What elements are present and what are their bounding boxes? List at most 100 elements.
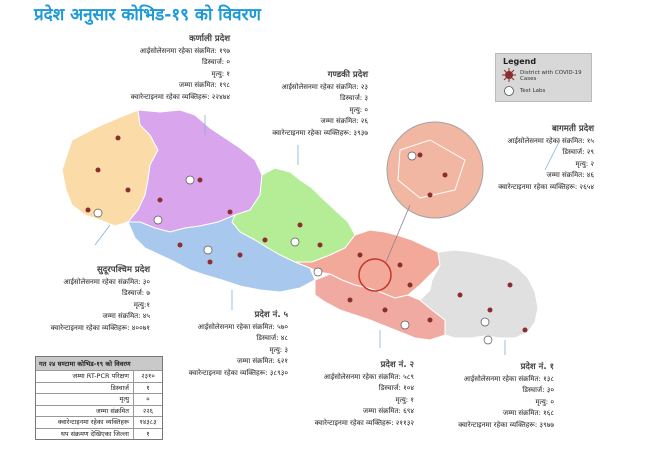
isolation-count: आईसोलेसनमा रहेका संक्रमित: ५७० xyxy=(197,322,288,331)
case-marker-icon xyxy=(522,327,528,333)
quarantine-count: क्वारेन्टाइनमा रहेका व्यक्तिहरू: २२४७४ xyxy=(130,92,230,101)
deaths-count: मृत्यु:१ xyxy=(133,300,150,309)
discharged-count: डिस्चार्ज: १०४ xyxy=(378,384,414,392)
case-marker-icon xyxy=(297,222,303,228)
isolation-count: आईसोलेसनमा रहेका संक्रमित: २३ xyxy=(281,82,368,91)
legend: Legend District with COVID-19 Cases Test… xyxy=(495,53,592,102)
quarantine-count: क्वारेन्टाइनमा रहेका व्यक्तिहरू: २११३२ xyxy=(314,418,414,427)
case-marker-icon xyxy=(197,177,203,183)
table-row-label: थप संक्रमण देखिएका जिल्ला xyxy=(36,428,134,439)
isolation-count: आईसोलेसनमा रहेका संक्रमित: ३० xyxy=(63,277,150,286)
stats-gandaki: गण्डकी प्रदेश आईसोलेसनमा रहेका संक्रमित:… xyxy=(272,70,368,139)
total-count: जम्मा संक्रमित: ६९४ xyxy=(362,407,414,415)
lab-marker-icon xyxy=(290,237,300,247)
lab-marker-icon xyxy=(185,175,195,185)
zoom-inner-lines xyxy=(397,139,466,199)
discharged-count: डिस्चार्ज: ७ xyxy=(122,289,150,297)
zoom-circle xyxy=(386,121,484,219)
quarantine-count: क्वारेन्टाइनमा रहेका व्यक्तिहरू: ३९७७ xyxy=(458,420,554,429)
case-marker-icon xyxy=(157,197,163,203)
table-row-value: २२६ xyxy=(142,406,154,415)
discharged-count: डिस्चार्ज: ३० xyxy=(522,386,554,394)
deaths-count: मृत्यु: ० xyxy=(535,397,555,406)
case-marker-icon xyxy=(237,252,243,258)
discharged-count: डिस्चार्ज: ४८ xyxy=(256,334,288,342)
stats-karnali: कर्णाली प्रदेश आईसोलेसनमा रहेका संक्रमित… xyxy=(131,34,230,103)
table-row-value: २३१० xyxy=(141,372,155,380)
table-row-label: जम्मा संक्रमित xyxy=(36,405,134,416)
lab-marker-icon xyxy=(203,245,213,255)
table-row: क्वारेन्टाइनमा रहेका व्यक्तिहरू १४३८३ xyxy=(36,416,162,428)
case-marker-icon xyxy=(487,307,493,313)
zoom-focus-circle xyxy=(358,258,392,292)
isolation-count: आईसोलेसनमा रहेका संक्रमित: १९७ xyxy=(139,46,230,55)
case-marker-icon xyxy=(95,167,101,173)
table-row-label: जम्मा RT-PCR परिक्षण xyxy=(36,371,134,382)
province-name: कर्णाली प्रदेश xyxy=(189,34,230,44)
last-24h-table: गत २४ घण्टामा कोभिड-१९ को विवरण जम्मा RT… xyxy=(35,356,163,440)
case-marker-icon xyxy=(417,152,423,158)
deaths-count: मृत्यु: ० xyxy=(349,105,369,114)
table-row-label: मृत्यु xyxy=(36,394,134,405)
lab-marker-icon xyxy=(313,267,323,277)
total-count: जम्मा संक्रमित: ४५ xyxy=(102,312,150,320)
quarantine-count: क्वारेन्टाइनमा रहेका व्यक्तिहरू: ३८९३० xyxy=(188,368,288,377)
discharged-count: डिस्चार्ज: ३ xyxy=(340,94,368,102)
table-row-value: ० xyxy=(146,395,150,403)
table-row: जम्मा RT-PCR परिक्षण २३१० xyxy=(36,370,162,382)
case-marker-icon xyxy=(227,209,233,215)
table-row-value: १४३८३ xyxy=(139,418,157,426)
stats-province-1: प्रदेश नं. १ आईसोलेसनमा रहेका संक्रमित: … xyxy=(458,362,554,431)
case-marker-icon xyxy=(427,317,433,323)
deaths-count: मृत्यु: २ xyxy=(575,159,595,168)
isolation-count: आईसोलेसनमा रहेका संक्रमित: ५८९ xyxy=(323,372,414,381)
quarantine-count: क्वारेन्टाइनमा रहेका व्यक्तिहरू: ४००७१ xyxy=(50,323,150,332)
deaths-count: मृत्यु: ३ xyxy=(269,345,289,354)
case-markers xyxy=(85,135,528,333)
table-row: मृत्यु ० xyxy=(36,393,162,405)
quarantine-count: क्वारेन्टाइनमा रहेका व्यक्तिहरू: ३९३७ xyxy=(272,128,368,137)
discharged-count: डिस्चार्ज: २९ xyxy=(562,148,594,156)
stats-province-5: प्रदेश नं. ५ आईसोलेसनमा रहेका संक्रमित: … xyxy=(189,310,288,379)
province-name: प्रदेश नं. २ xyxy=(380,360,414,370)
isolation-count: आईसोलेसनमा रहेका संक्रमित: १३८ xyxy=(463,374,554,383)
table-row: जम्मा संक्रमित २२६ xyxy=(36,404,162,416)
total-count: जम्मा संक्रमित: १६८ xyxy=(502,409,554,417)
case-marker-icon xyxy=(442,172,448,178)
case-marker-icon xyxy=(125,187,131,193)
table-row-label: डिस्चार्ज xyxy=(36,382,134,393)
table-header: गत २४ घण्टामा कोभिड-१९ को विवरण xyxy=(36,357,162,370)
total-count: जम्मा संक्रमित: ६२१ xyxy=(236,357,288,365)
case-marker-icon xyxy=(397,262,403,268)
stats-province-2: प्रदेश नं. २ आईसोलेसनमा रहेका संक्रमित: … xyxy=(315,360,414,429)
stats-bagmati: बागमती प्रदेश आईसोलेसनमा रहेका संक्रमित:… xyxy=(498,124,594,193)
case-marker-icon xyxy=(115,135,121,141)
page-title: प्रदेश अनुसार कोभिड-१९ को विवरण xyxy=(34,5,261,25)
table-row-value: १ xyxy=(146,383,150,392)
lab-marker-icon xyxy=(407,151,417,161)
total-count: जम्मा संक्रमित: २६ xyxy=(320,117,368,125)
lab-marker-icon xyxy=(400,320,410,330)
province-name: बागमती प्रदेश xyxy=(551,124,594,134)
lab-marker-icon xyxy=(153,215,163,225)
total-count: जम्मा संक्रमित: ४६ xyxy=(546,171,594,179)
lab-marker-icon xyxy=(480,317,490,327)
legend-item-cases: District with COVID-19 Cases xyxy=(520,70,582,82)
case-marker-icon xyxy=(85,207,91,213)
table-row: थप संक्रमण देखिएका जिल्ला १ xyxy=(36,427,162,439)
province-name: सुदूरपश्चिम प्रदेश xyxy=(97,265,150,275)
stats-sudurpashchim: सुदूरपश्चिम प्रदेश आईसोलेसनमा रहेका संक्… xyxy=(51,265,150,334)
case-marker-icon xyxy=(177,242,183,248)
lab-marker-icon xyxy=(93,208,103,218)
zoom-connector xyxy=(385,204,411,263)
case-marker-icon xyxy=(317,242,323,248)
isolation-count: आईसोलेसनमा रहेका संक्रमित: १५ xyxy=(507,136,594,145)
case-marker-icon xyxy=(347,297,353,303)
leader-lines xyxy=(94,115,561,355)
case-marker-icon xyxy=(207,259,213,265)
lab-marker-icon xyxy=(504,86,514,96)
case-marker-icon xyxy=(457,292,463,298)
table-row: डिस्चार्ज १ xyxy=(36,381,162,393)
case-marker-icon xyxy=(357,252,363,258)
case-marker-icon xyxy=(262,237,268,243)
